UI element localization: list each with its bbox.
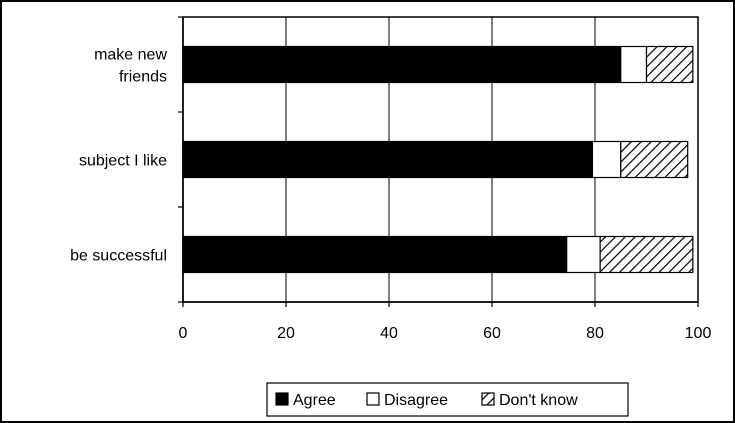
legend-swatch-don-t-know [481,392,495,406]
bar-agree-0 [182,45,622,84]
bar-don-t-know-2 [599,235,694,274]
bar-don-t-know-0 [645,45,694,84]
category-label-2-0: be successful [70,248,167,265]
legend-label-disagree: Disagree [384,392,448,409]
x-tick-label-80: 80 [586,325,604,342]
category-label-0-0: make new [94,47,167,64]
legend-swatch-disagree [366,392,380,406]
bar-disagree-1 [591,140,622,179]
bar-agree-1 [182,140,594,179]
plot-area: 0 20 40 60 80 100 make new friends subject I lik… [70,16,712,342]
x-tick-label-0: 0 [179,325,188,342]
legend-label-agree: Agree [293,392,336,409]
bar-disagree-0 [620,45,648,84]
legend: Agree Disagree Don't know [266,382,629,417]
bar-agree-2 [182,235,568,274]
legend-label-don-t-know: Don't know [499,392,578,409]
x-tick-label-60: 60 [483,325,501,342]
bar-disagree-2 [566,235,601,274]
bar-don-t-know-1 [620,140,689,179]
x-tick-label-20: 20 [277,325,295,342]
category-label-0-1: friends [119,69,167,86]
x-tick-label-100: 100 [685,325,712,342]
legend-box [266,382,629,417]
legend-swatch-agree [275,392,289,406]
x-tick-label-40: 40 [380,325,398,342]
category-label-1-0: subject I like [79,153,167,170]
